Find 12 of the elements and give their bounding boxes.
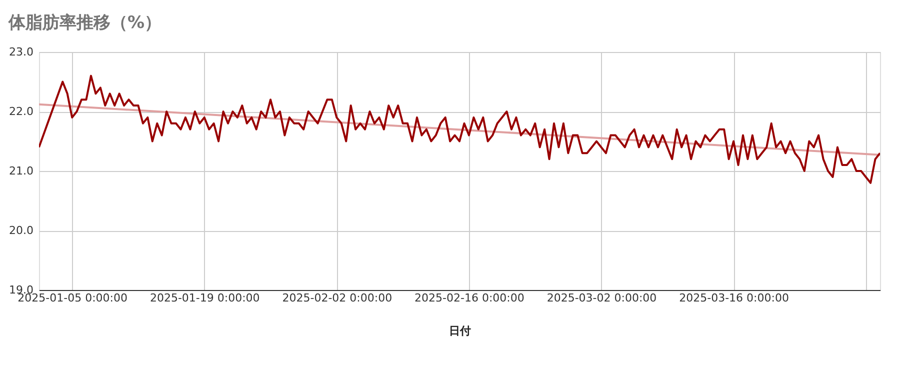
- x-tick-label: 2025-03-02 0:00:00: [546, 292, 657, 304]
- y-tick-label: 22.0: [9, 105, 34, 118]
- x-tick-label: 2025-01-19 0:00:00: [150, 292, 260, 304]
- x-axis-title: 日付: [449, 324, 471, 338]
- x-tick-label: 2025-02-02 0:00:00: [282, 292, 392, 304]
- x-tick-label: 2025-03-16 0:00:00: [679, 292, 789, 304]
- y-tick-label: 21.0: [9, 164, 34, 178]
- y-tick-label: 20.0: [9, 224, 34, 237]
- y-tick-label: 23.0: [9, 46, 34, 58]
- x-tick-label: 2025-02-16 0:00:00: [414, 292, 524, 304]
- chart-title: 体脂肪率推移（%）: [8, 13, 162, 33]
- line-series: [39, 74, 880, 184]
